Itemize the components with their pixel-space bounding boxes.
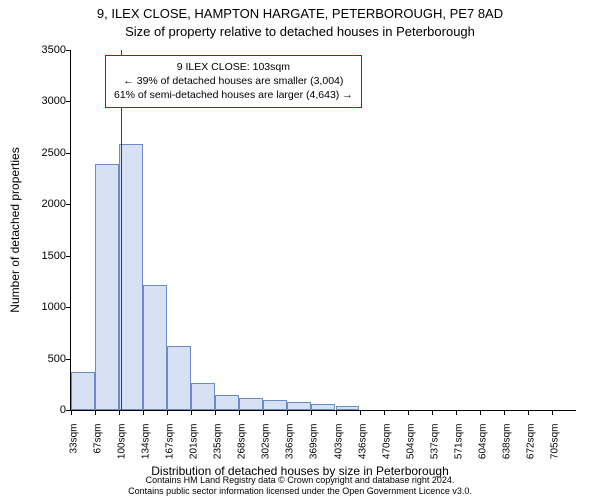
xtick-mark	[287, 410, 288, 415]
xtick-mark	[311, 410, 312, 415]
xtick-mark	[167, 410, 168, 415]
histogram-bar	[311, 404, 335, 410]
xtick-mark	[191, 410, 192, 415]
ytick-label: 500	[11, 353, 66, 365]
xtick-mark	[432, 410, 433, 415]
footer-line1: Contains HM Land Registry data © Crown c…	[0, 475, 600, 486]
xtick-mark	[71, 410, 72, 415]
histogram-bar	[336, 406, 360, 410]
histogram-bar	[239, 398, 263, 410]
ytick-mark	[66, 50, 71, 51]
xtick-mark	[456, 410, 457, 415]
histogram-bar	[263, 400, 287, 410]
histogram-bar	[71, 372, 95, 410]
xtick-mark	[215, 410, 216, 415]
ytick-mark	[66, 204, 71, 205]
ytick-label: 1500	[11, 250, 66, 262]
xtick-mark	[336, 410, 337, 415]
xtick-mark	[95, 410, 96, 415]
ytick-mark	[66, 359, 71, 360]
ytick-label: 0	[11, 404, 66, 416]
histogram-bar	[143, 285, 167, 410]
xtick-mark	[408, 410, 409, 415]
histogram-bar	[191, 383, 215, 410]
callout-line2: ← 39% of detached houses are smaller (3,…	[114, 74, 353, 88]
xtick-mark	[480, 410, 481, 415]
xtick-mark	[263, 410, 264, 415]
xtick-mark	[528, 410, 529, 415]
histogram-bar	[119, 144, 143, 410]
callout-line1: 9 ILEX CLOSE: 103sqm	[114, 60, 353, 74]
ytick-label: 3500	[11, 44, 66, 56]
reference-callout: 9 ILEX CLOSE: 103sqm ← 39% of detached h…	[105, 55, 362, 108]
xtick-mark	[384, 410, 385, 415]
chart-subtitle: Size of property relative to detached ho…	[0, 24, 600, 39]
histogram-bar	[95, 164, 119, 410]
xtick-mark	[143, 410, 144, 415]
ytick-mark	[66, 153, 71, 154]
y-axis-label: Number of detached properties	[8, 147, 22, 312]
xtick-mark	[504, 410, 505, 415]
xtick-mark	[239, 410, 240, 415]
ytick-label: 3000	[11, 95, 66, 107]
chart-title-address: 9, ILEX CLOSE, HAMPTON HARGATE, PETERBOR…	[0, 6, 600, 21]
xtick-mark	[360, 410, 361, 415]
histogram-bar	[287, 402, 311, 410]
footer-attribution: Contains HM Land Registry data © Crown c…	[0, 475, 600, 497]
ytick-label: 2000	[11, 198, 66, 210]
ytick-label: 2500	[11, 147, 66, 159]
footer-line2: Contains public sector information licen…	[0, 486, 600, 497]
ytick-label: 1000	[11, 301, 66, 313]
histogram-bar	[167, 346, 191, 410]
ytick-mark	[66, 307, 71, 308]
ytick-mark	[66, 101, 71, 102]
histogram-bar	[215, 395, 239, 410]
xtick-mark	[552, 410, 553, 415]
callout-line3: 61% of semi-detached houses are larger (…	[114, 88, 353, 102]
xtick-mark	[119, 410, 120, 415]
ytick-mark	[66, 256, 71, 257]
